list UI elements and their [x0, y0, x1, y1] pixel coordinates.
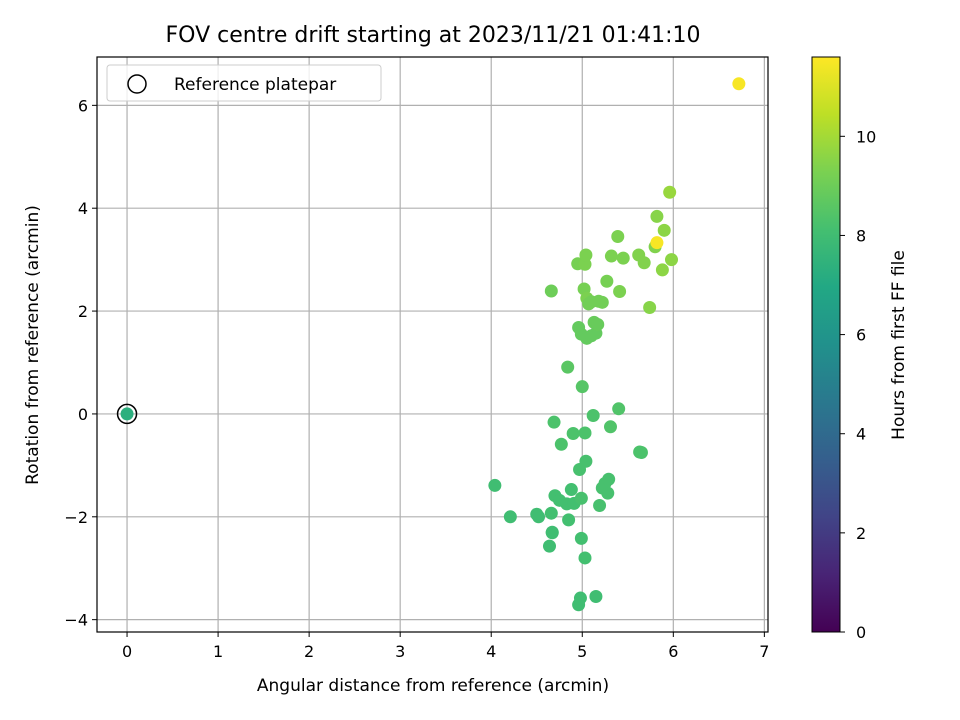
- colorbar-tick-label: 4: [856, 425, 866, 444]
- legend: Reference platepar: [106, 64, 382, 102]
- data-point: [579, 454, 593, 468]
- colorbar-tick-label: 8: [856, 226, 866, 245]
- data-point: [601, 486, 615, 500]
- x-tick-label: 0: [122, 642, 132, 661]
- y-tick-label: 0: [78, 405, 88, 424]
- data-point: [574, 531, 588, 545]
- colorbar-tick-label: 0: [856, 623, 866, 642]
- data-point: [612, 402, 626, 416]
- data-point: [488, 478, 502, 492]
- data-point: [575, 380, 589, 394]
- x-axis-ticks: 0 1 2 3 4 5 6 7: [122, 632, 769, 661]
- y-tick-label: −4: [64, 611, 88, 630]
- colorbar-label: Hours from first FF file: [889, 250, 909, 440]
- data-point: [554, 437, 568, 451]
- colorbar-gradient: [811, 56, 841, 633]
- x-tick-label: 3: [395, 642, 405, 661]
- data-point: [574, 491, 588, 505]
- data-point: [657, 223, 671, 237]
- data-point: [566, 426, 580, 440]
- data-point: [604, 249, 618, 263]
- data-point: [561, 360, 575, 374]
- data-point: [503, 510, 517, 524]
- y-tick-label: 6: [78, 96, 88, 115]
- x-tick-label: 6: [668, 642, 678, 661]
- legend-label: Reference platepar: [174, 75, 336, 95]
- data-point: [613, 285, 627, 299]
- data-point: [663, 185, 677, 199]
- reference-platepar-marker: [116, 403, 138, 425]
- data-point: [603, 420, 617, 434]
- x-tick-label: 7: [759, 642, 769, 661]
- x-axis-label: Angular distance from reference (arcmin): [257, 676, 609, 696]
- data-point: [579, 248, 593, 262]
- data-point: [586, 408, 600, 422]
- y-tick-label: 2: [78, 302, 88, 321]
- scatter-points: [120, 77, 746, 612]
- legend-box: [106, 64, 382, 102]
- data-point: [564, 483, 578, 497]
- data-point: [120, 407, 134, 421]
- chart-title: FOV centre drift starting at 2023/11/21 …: [166, 23, 701, 48]
- data-point: [602, 472, 616, 486]
- y-tick-label: 4: [78, 199, 88, 218]
- colorbar: 0 2 4 6 8 10 Hours from first FF file: [811, 56, 909, 642]
- data-point: [650, 236, 664, 250]
- data-point: [542, 539, 556, 553]
- data-point: [544, 284, 558, 298]
- data-point: [634, 446, 648, 460]
- data-point: [532, 510, 546, 524]
- plot-frame: [96, 56, 769, 633]
- colorbar-ticks: 0 2 4 6 8 10: [840, 127, 876, 642]
- data-point: [595, 295, 609, 309]
- y-tick-label: −2: [64, 508, 88, 527]
- legend-marker: [127, 74, 147, 94]
- x-tick-label: 5: [577, 642, 587, 661]
- reference-marker: [116, 403, 138, 425]
- data-point: [664, 253, 678, 267]
- x-tick-label: 4: [486, 642, 496, 661]
- x-tick-label: 1: [213, 642, 223, 661]
- data-point: [616, 251, 630, 265]
- data-point: [732, 77, 746, 91]
- data-point: [562, 513, 576, 527]
- data-point: [578, 551, 592, 565]
- data-point: [578, 426, 592, 440]
- colorbar-tick-label: 2: [856, 524, 866, 543]
- data-point: [591, 317, 605, 331]
- grid-lines: [97, 57, 768, 632]
- y-axis-label: Rotation from reference (arcmin): [23, 205, 43, 485]
- data-point: [650, 209, 664, 223]
- data-point: [637, 256, 651, 270]
- data-point: [643, 300, 657, 314]
- colorbar-tick-label: 6: [856, 326, 866, 345]
- data-point: [547, 415, 561, 429]
- data-point: [655, 263, 669, 277]
- colorbar-tick-label: 10: [856, 127, 876, 146]
- data-point: [600, 274, 614, 288]
- data-point: [544, 506, 558, 520]
- data-point: [589, 590, 603, 604]
- data-point: [573, 591, 587, 605]
- data-point: [545, 526, 559, 540]
- data-point: [593, 498, 607, 512]
- data-point: [611, 229, 625, 243]
- x-tick-label: 2: [304, 642, 314, 661]
- y-axis-ticks: −4 −2 0 2 4 6: [64, 96, 97, 630]
